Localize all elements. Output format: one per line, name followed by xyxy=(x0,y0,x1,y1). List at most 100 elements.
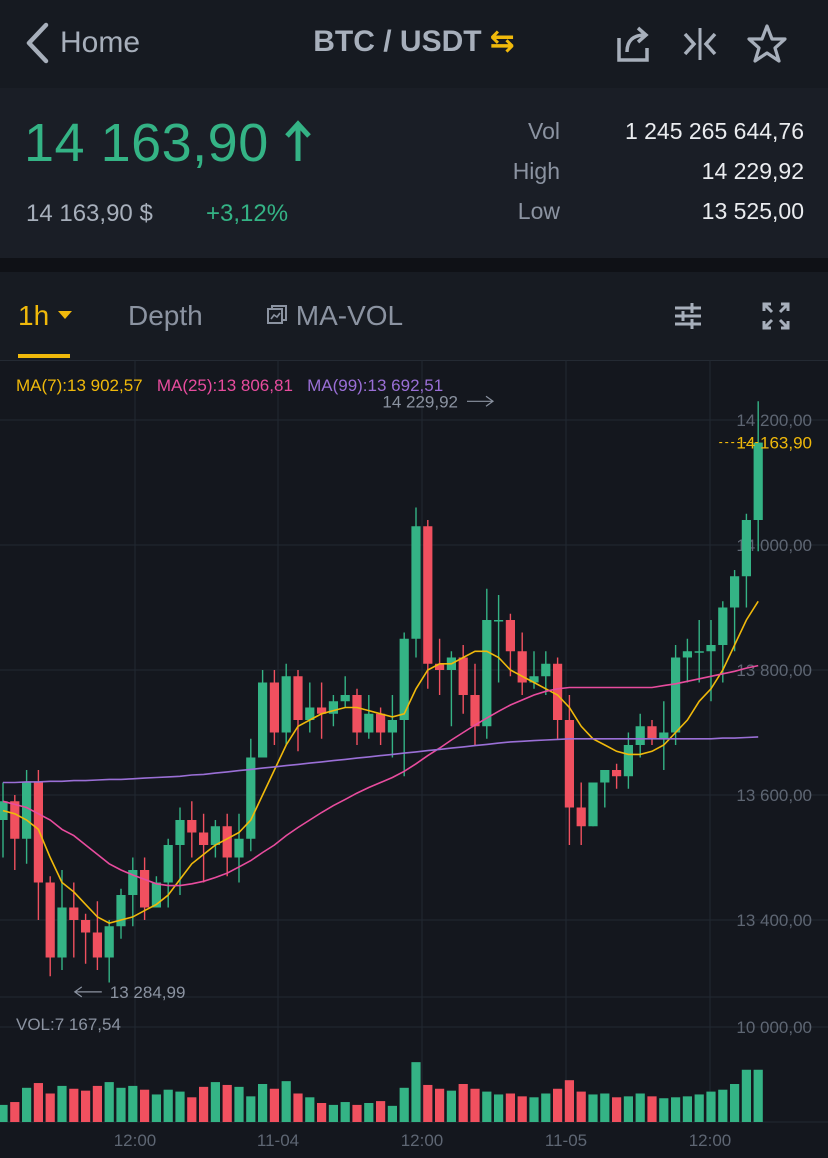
candle-body xyxy=(541,663,551,677)
tab-indicator[interactable]: MA-VOL xyxy=(266,300,403,332)
y-tick-label: 14 200,00 xyxy=(736,411,812,430)
volume-bar xyxy=(234,1086,244,1122)
candles xyxy=(0,401,763,983)
vol-legend: VOL:7 167,54 xyxy=(16,1015,121,1034)
arrow-up-icon xyxy=(285,120,312,161)
volume-bar xyxy=(435,1088,445,1122)
pair-title[interactable]: BTC / USDT ⇆ xyxy=(0,24,828,59)
back-button[interactable]: Home xyxy=(24,22,140,64)
fullscreen-icon[interactable] xyxy=(762,302,790,335)
candle-body xyxy=(411,526,421,639)
stat-low-label: Low xyxy=(517,198,560,224)
candle-body xyxy=(305,707,315,720)
candle-body xyxy=(600,770,610,783)
candlestick-chart[interactable]: 14 200,00 14 000,00 13 800,00 13 600,00 13 4… xyxy=(0,360,828,1158)
volume-bar xyxy=(187,1097,197,1122)
candle-body xyxy=(576,807,586,827)
stat-volume: Vol 1 245 265 644,76 xyxy=(504,118,804,158)
candle-body xyxy=(647,726,657,739)
volume-bar xyxy=(564,1080,574,1122)
settings-icon[interactable] xyxy=(672,300,704,337)
volume-bar xyxy=(600,1093,610,1122)
candle-body xyxy=(222,826,232,858)
candle-body xyxy=(317,707,327,714)
max-arrow-head xyxy=(485,395,495,407)
ma25-line xyxy=(2,664,759,887)
candle-body xyxy=(718,607,728,645)
volume-bar xyxy=(116,1087,126,1122)
last-price-value: 14 163,90 xyxy=(24,113,269,173)
volume-bar xyxy=(258,1084,268,1122)
candle-body xyxy=(128,870,138,895)
candle-body xyxy=(10,801,20,839)
candle-body xyxy=(635,726,645,745)
volume-bar xyxy=(694,1094,704,1122)
volume-bar xyxy=(140,1089,150,1122)
compare-icon[interactable] xyxy=(680,22,720,71)
volume-bar xyxy=(423,1084,433,1122)
volume-bar xyxy=(446,1090,456,1122)
volume-bar xyxy=(706,1091,716,1122)
tab-depth[interactable]: Depth xyxy=(128,300,203,331)
volume-bar xyxy=(128,1085,138,1122)
volume-bar xyxy=(45,1093,55,1122)
volume-bar xyxy=(293,1093,303,1122)
volume-bar xyxy=(199,1086,209,1122)
y-tick-label: 13 400,00 xyxy=(736,911,812,930)
candle-body xyxy=(671,657,681,733)
candle-body xyxy=(116,895,126,927)
share-icon[interactable] xyxy=(614,22,654,71)
volume-bars xyxy=(0,1062,763,1122)
volume-bar xyxy=(730,1084,740,1122)
candle-body xyxy=(352,695,362,733)
candle-body xyxy=(57,907,67,958)
volume-bar xyxy=(741,1069,751,1122)
volume-bar xyxy=(529,1097,539,1122)
candle-body xyxy=(612,770,622,777)
ma-legend: MA(7):13 902,57 MA(25):13 806,81 MA(99):… xyxy=(16,376,443,396)
candle-body xyxy=(234,838,244,858)
volume-bar xyxy=(647,1096,657,1122)
tab-interval[interactable]: 1h xyxy=(18,300,73,332)
volume-bar xyxy=(411,1062,421,1122)
candle-body xyxy=(376,713,386,733)
candle-body xyxy=(364,713,374,733)
candle-body xyxy=(553,663,563,720)
last-price: 14 163,90 xyxy=(24,112,312,174)
candle-body xyxy=(564,720,574,808)
volume-bar xyxy=(163,1089,173,1122)
swap-icon[interactable]: ⇆ xyxy=(489,25,515,58)
candle-body xyxy=(529,676,539,683)
volume-bar xyxy=(33,1083,43,1122)
change-percent: +3,12% xyxy=(206,200,289,227)
star-icon[interactable] xyxy=(745,22,789,71)
ma99-line xyxy=(3,736,759,784)
candle-body xyxy=(33,782,43,883)
volume-bar xyxy=(340,1102,350,1122)
divider xyxy=(0,258,828,272)
back-label: Home xyxy=(60,26,141,59)
candle-body xyxy=(517,651,527,683)
candle-body xyxy=(45,882,55,958)
volume-bar xyxy=(269,1088,279,1122)
volume-bar xyxy=(541,1093,551,1122)
volume-bar xyxy=(305,1097,315,1122)
ma25-label: MA(25):13 806,81 xyxy=(156,376,293,395)
candle-body xyxy=(387,720,397,733)
min-price-label: 13 284,99 xyxy=(110,983,186,1002)
vol-tick-label: 10 000,00 xyxy=(736,1018,812,1037)
ma-lines xyxy=(2,600,759,924)
candle-body xyxy=(730,576,740,608)
chevron-left-icon xyxy=(26,22,49,64)
volume-bar xyxy=(104,1082,114,1122)
volume-bar xyxy=(458,1084,468,1122)
ma7-label: MA(7):13 902,57 xyxy=(16,376,143,395)
candle-body xyxy=(281,676,291,733)
y-tick-label: 13 600,00 xyxy=(736,786,812,805)
candle-body xyxy=(163,845,173,883)
pair-label: BTC / USDT xyxy=(313,25,482,58)
ma99-label: MA(99):13 692,51 xyxy=(307,376,444,395)
candle-body xyxy=(151,882,161,908)
candle-body xyxy=(69,907,79,920)
max-price-label: 14 229,92 xyxy=(382,392,458,411)
